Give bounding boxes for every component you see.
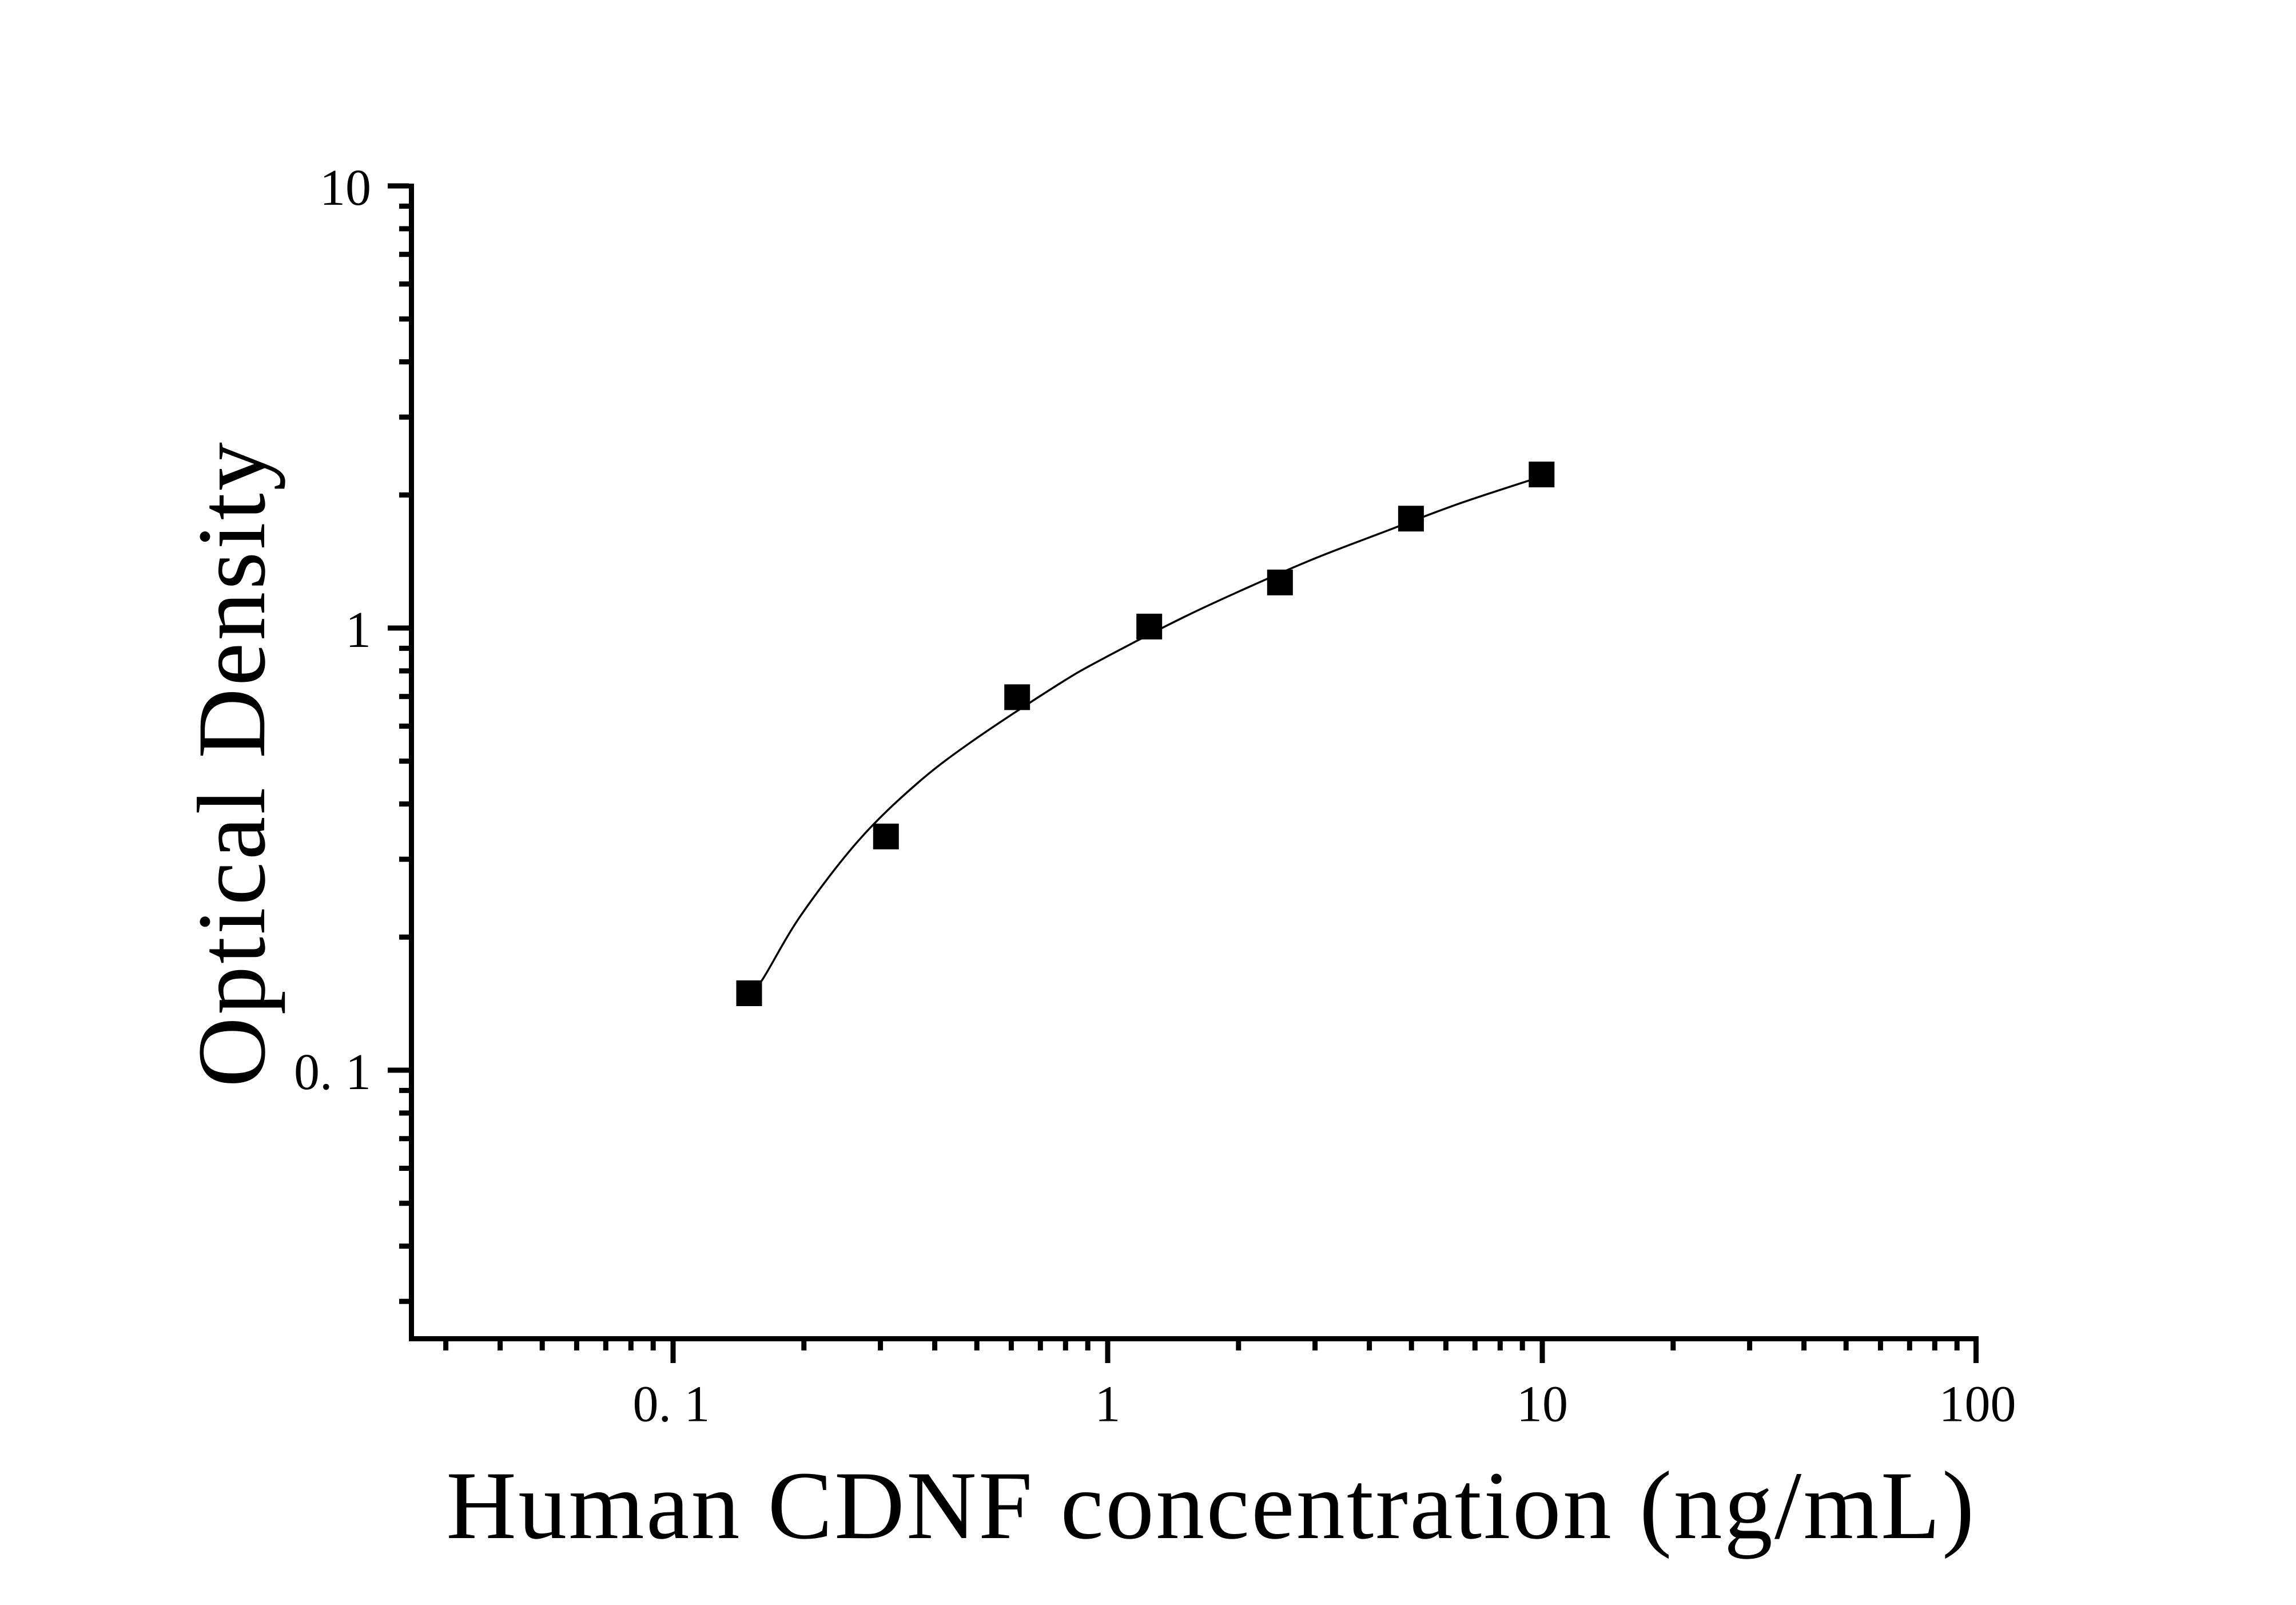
svg-text:1: 1 bbox=[1095, 1376, 1121, 1433]
svg-text:1: 1 bbox=[345, 602, 371, 658]
svg-text:Optical Density: Optical Density bbox=[178, 440, 285, 1087]
svg-text:Human CDNF concentration (ng/m: Human CDNF concentration (ng/mL) bbox=[446, 1452, 1976, 1559]
svg-text:10: 10 bbox=[1517, 1376, 1568, 1433]
svg-text:10: 10 bbox=[320, 160, 371, 216]
svg-text:0. 1: 0. 1 bbox=[294, 1044, 371, 1101]
svg-text:100: 100 bbox=[1939, 1376, 2016, 1433]
svg-text:0. 1: 0. 1 bbox=[633, 1376, 710, 1433]
